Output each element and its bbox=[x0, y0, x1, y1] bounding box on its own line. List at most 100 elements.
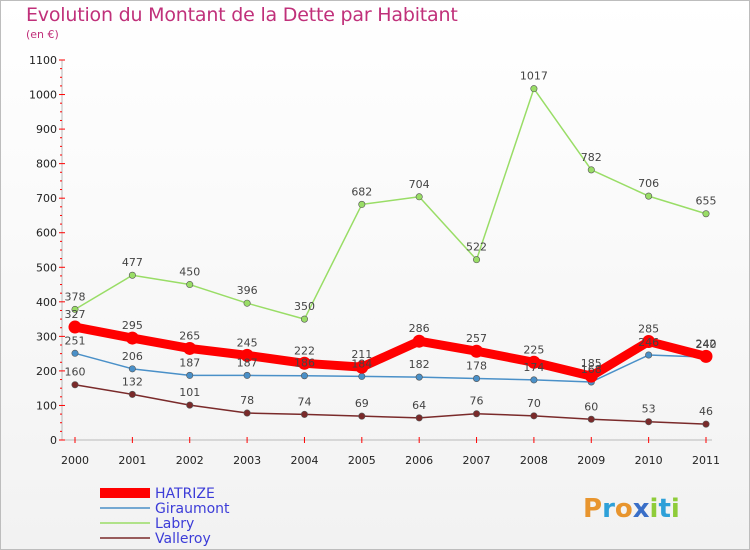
point-hatrize bbox=[125, 331, 139, 345]
point-labry bbox=[645, 192, 653, 200]
point-valleroy bbox=[128, 390, 136, 398]
logo-letter: r bbox=[602, 494, 615, 524]
data-label-giraumont: 174 bbox=[523, 361, 544, 374]
series-lines bbox=[68, 85, 713, 428]
chart-title: Evolution du Montant de la Dette par Hab… bbox=[26, 4, 458, 26]
y-tick-label: 400 bbox=[36, 296, 57, 309]
data-label-hatrize: 285 bbox=[638, 323, 659, 336]
point-labry bbox=[473, 256, 481, 264]
point-labry bbox=[358, 200, 366, 208]
data-label-hatrize: 225 bbox=[523, 343, 544, 356]
x-tick-label: 2002 bbox=[176, 454, 204, 467]
proxiti-logo: Proxiti bbox=[583, 494, 680, 524]
series-line-labry bbox=[74, 87, 707, 320]
legend-label-labry: Labry bbox=[155, 516, 194, 532]
data-label-labry: 396 bbox=[237, 284, 258, 297]
point-giraumont bbox=[415, 373, 423, 381]
point-labry bbox=[128, 271, 136, 279]
x-tick-label: 2006 bbox=[405, 454, 433, 467]
point-giraumont bbox=[243, 371, 251, 379]
logo-letter: x bbox=[633, 494, 650, 524]
point-valleroy bbox=[71, 381, 79, 389]
data-label-labry: 655 bbox=[696, 195, 717, 208]
data-label-valleroy: 160 bbox=[65, 366, 86, 379]
x-tick-label: 2000 bbox=[61, 454, 89, 467]
point-labry bbox=[702, 210, 710, 218]
data-label-labry: 782 bbox=[581, 151, 602, 164]
y-tick-label: 200 bbox=[36, 365, 57, 378]
data-label-valleroy: 101 bbox=[179, 386, 200, 399]
x-tick-label: 2007 bbox=[463, 454, 491, 467]
y-tick-label: 700 bbox=[36, 192, 57, 205]
point-hatrize bbox=[355, 360, 369, 374]
data-label-labry: 1017 bbox=[520, 70, 548, 83]
data-label-valleroy: 46 bbox=[699, 405, 713, 418]
data-label-hatrize: 257 bbox=[466, 332, 487, 345]
data-label-hatrize: 265 bbox=[179, 329, 200, 342]
x-tick-label: 2003 bbox=[233, 454, 261, 467]
point-hatrize bbox=[240, 348, 254, 362]
data-label-giraumont: 206 bbox=[122, 350, 143, 363]
point-giraumont bbox=[358, 372, 366, 380]
data-label-hatrize: 242 bbox=[696, 337, 717, 350]
legend-label-giraumont: Giraumont bbox=[155, 501, 230, 517]
point-giraumont bbox=[645, 351, 653, 359]
point-labry bbox=[71, 305, 79, 313]
data-label-labry: 522 bbox=[466, 241, 487, 254]
point-labry bbox=[243, 299, 251, 307]
y-tick-label: 500 bbox=[36, 261, 57, 274]
data-label-labry: 704 bbox=[409, 178, 430, 191]
data-label-hatrize: 327 bbox=[65, 308, 86, 321]
data-label-hatrize: 211 bbox=[351, 348, 372, 361]
data-label-giraumont: 187 bbox=[179, 356, 200, 369]
data-label-valleroy: 64 bbox=[412, 399, 426, 412]
x-tick-label: 2011 bbox=[692, 454, 720, 467]
point-giraumont bbox=[71, 349, 79, 357]
data-label-labry: 706 bbox=[638, 177, 659, 190]
data-label-valleroy: 60 bbox=[584, 400, 598, 413]
point-giraumont bbox=[128, 365, 136, 373]
point-giraumont bbox=[186, 371, 194, 379]
logo-letter: i bbox=[650, 494, 659, 524]
data-label-labry: 350 bbox=[294, 300, 315, 313]
y-tick-label: 1000 bbox=[29, 89, 57, 102]
data-label-valleroy: 76 bbox=[470, 395, 484, 408]
point-valleroy bbox=[473, 410, 481, 418]
point-hatrize bbox=[297, 356, 311, 370]
data-label-hatrize: 245 bbox=[237, 336, 258, 349]
point-giraumont bbox=[530, 376, 538, 384]
point-hatrize bbox=[584, 369, 598, 383]
data-label-giraumont: 184 bbox=[351, 357, 372, 370]
data-label-hatrize: 222 bbox=[294, 344, 315, 357]
y-tick-label: 900 bbox=[36, 123, 57, 136]
series-line-valleroy bbox=[74, 383, 707, 425]
point-valleroy bbox=[702, 420, 710, 428]
x-tick-label: 2009 bbox=[577, 454, 605, 467]
point-valleroy bbox=[300, 410, 308, 418]
point-labry bbox=[530, 85, 538, 93]
point-hatrize bbox=[68, 320, 82, 334]
data-label-giraumont: 186 bbox=[294, 357, 315, 370]
data-label-labry: 450 bbox=[179, 266, 200, 279]
logo-letter: i bbox=[671, 494, 680, 524]
data-label-giraumont: 240 bbox=[696, 338, 717, 351]
point-hatrize bbox=[183, 341, 197, 355]
point-valleroy bbox=[645, 418, 653, 426]
x-tick-label: 2004 bbox=[290, 454, 318, 467]
point-valleroy bbox=[243, 409, 251, 417]
point-valleroy bbox=[587, 415, 595, 423]
y-tick-label: 300 bbox=[36, 330, 57, 343]
point-hatrize bbox=[470, 344, 484, 358]
data-label-labry: 682 bbox=[351, 185, 372, 198]
axes: 0 100 200 300 400 500 600 700 800 900 1000 1100 2000… bbox=[29, 54, 720, 467]
point-hatrize bbox=[699, 349, 713, 363]
chart-subtitle: (en €) bbox=[26, 28, 59, 41]
data-label-giraumont: 246 bbox=[638, 336, 659, 349]
point-labry bbox=[587, 166, 595, 174]
y-tick-label: 1100 bbox=[29, 54, 57, 67]
point-hatrize bbox=[527, 355, 541, 369]
y-tick-label: 100 bbox=[36, 399, 57, 412]
